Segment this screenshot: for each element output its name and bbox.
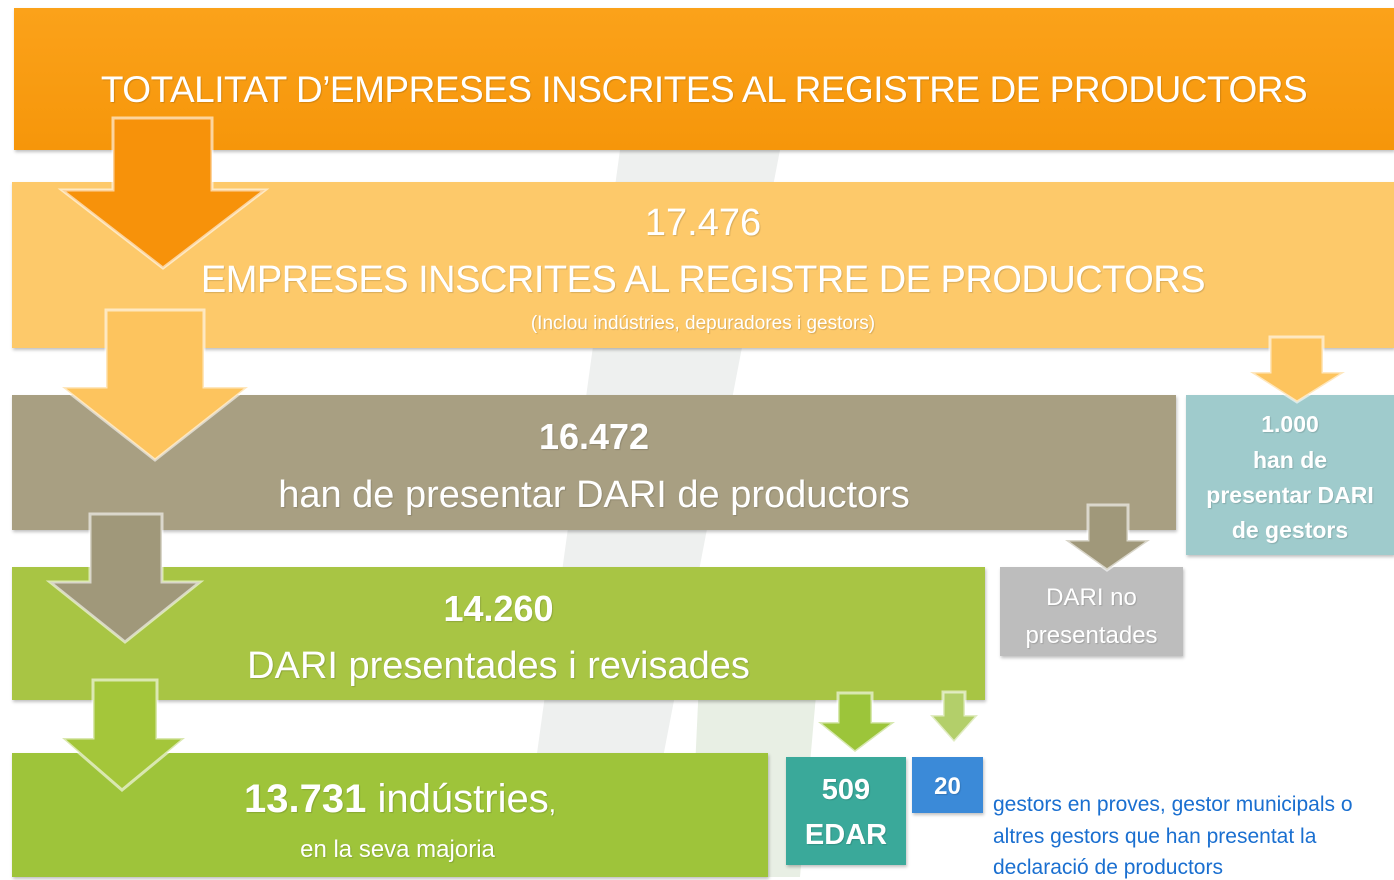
industries-number: 13.731	[244, 777, 367, 821]
arrow	[57, 308, 253, 462]
managers-label: presentar DARI	[1206, 482, 1374, 508]
other-note: gestors en proves, gestor municipals o	[993, 793, 1353, 816]
registered-note: (Inclou indústries, depuradores i gestor…	[530, 313, 876, 334]
managers-number: 1.000	[1261, 411, 1319, 437]
header-box: TOTALITAT D’EMPRESES INSCRITES AL REGIST…	[14, 8, 1394, 150]
registered-box: 17.476 EMPRESES INSCRITES AL REGISTRE DE…	[12, 182, 1394, 348]
producers-number: 16.472	[538, 416, 650, 457]
arrow	[1060, 503, 1155, 572]
other-box: 20	[912, 757, 983, 813]
presented-number: 14.260	[443, 588, 554, 629]
not-presented-label: DARI no	[1046, 584, 1137, 611]
registered-number: 17.476	[644, 202, 762, 244]
presented-label: DARI presentades i revisades	[247, 645, 750, 687]
producers-label: han de presentar DARI de productors	[278, 474, 910, 516]
registered-label: EMPRESES INSCRITES AL REGISTRE DE PRODUC…	[200, 259, 1206, 301]
arrow	[57, 678, 190, 792]
other-number: 20	[934, 773, 961, 800]
managers-label: han de	[1252, 447, 1328, 473]
industries-heading: 13.731 indústries,	[12, 779, 768, 819]
not-presented-label: presentades	[1025, 622, 1158, 649]
managers-box: 1.000 han de presentar DARI de gestors	[1186, 395, 1394, 555]
other-note: altres gestors que han presentat la	[993, 825, 1317, 848]
arrow	[57, 116, 270, 270]
industries-label: indústries	[377, 777, 549, 821]
header-title: TOTALITAT D’EMPRESES INSCRITES AL REGIST…	[100, 69, 1308, 110]
edar-label: EDAR	[804, 819, 888, 851]
industries-note: en la seva majoria	[300, 836, 495, 863]
other-note: declaració de productors	[993, 856, 1223, 879]
managers-label: de gestors	[1231, 517, 1349, 543]
arrow	[926, 690, 982, 745]
arrow	[1244, 335, 1351, 404]
industries-comma: ,	[548, 788, 556, 818]
arrow	[813, 691, 900, 754]
edar-box: 509 EDAR	[786, 757, 906, 865]
not-presented-box: DARI no presentades	[1000, 567, 1183, 656]
arrow	[45, 512, 205, 644]
edar-number: 509	[821, 774, 871, 806]
